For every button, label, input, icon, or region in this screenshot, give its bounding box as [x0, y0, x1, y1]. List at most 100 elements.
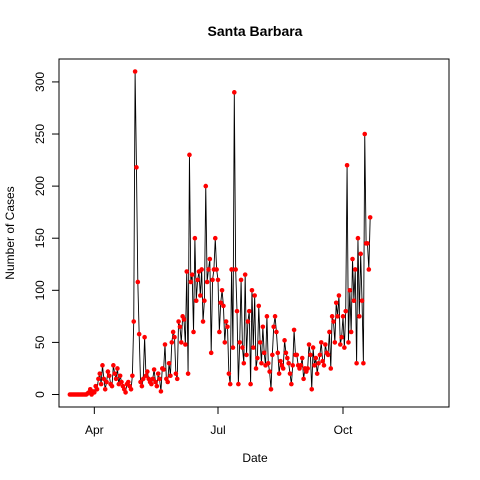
- data-point: [295, 353, 300, 358]
- data-point: [244, 353, 249, 358]
- data-point: [187, 153, 192, 158]
- data-point: [163, 342, 168, 347]
- data-point: [326, 353, 331, 358]
- y-axis-label: Number of Cases: [3, 186, 17, 279]
- data-point: [335, 314, 340, 319]
- data-point: [208, 257, 213, 262]
- data-point: [315, 371, 320, 376]
- data-point: [137, 332, 142, 337]
- y-tick-label: 250: [33, 124, 47, 144]
- data-point: [292, 328, 297, 333]
- data-point: [266, 361, 271, 366]
- data-point: [299, 363, 304, 368]
- data-point: [322, 363, 327, 368]
- data-point: [319, 340, 324, 345]
- data-point: [252, 293, 257, 298]
- data-point: [210, 278, 215, 283]
- data-point: [285, 356, 290, 361]
- data-point: [323, 342, 328, 347]
- x-tick-label: Oct: [334, 423, 353, 437]
- data-point: [316, 361, 321, 366]
- data-point: [367, 267, 372, 272]
- data-point: [311, 345, 316, 350]
- data-point: [126, 380, 131, 385]
- data-point: [255, 356, 260, 361]
- data-point: [167, 361, 172, 366]
- data-point: [267, 369, 272, 374]
- data-point: [193, 236, 198, 241]
- data-point: [95, 387, 100, 392]
- data-point: [209, 351, 214, 356]
- data-point: [225, 324, 230, 329]
- data-point: [339, 335, 344, 340]
- data-point: [365, 241, 370, 246]
- data-point: [248, 382, 253, 387]
- y-tick-label: 100: [33, 280, 47, 300]
- data-point: [342, 345, 347, 350]
- data-point: [328, 366, 333, 371]
- data-point: [320, 359, 325, 364]
- data-point: [202, 298, 207, 303]
- data-point: [136, 280, 141, 285]
- data-point: [184, 269, 189, 274]
- data-point: [352, 298, 357, 303]
- plot-frame: [59, 59, 449, 407]
- x-axis-label: Date: [242, 451, 268, 465]
- data-point: [232, 90, 237, 95]
- data-point: [239, 278, 244, 283]
- data-point: [242, 361, 247, 366]
- data-point: [288, 371, 293, 376]
- data-point: [205, 280, 210, 285]
- x-tick-label: Jul: [210, 423, 225, 437]
- data-point: [246, 319, 251, 324]
- data-point: [269, 387, 274, 392]
- data-point: [368, 215, 373, 220]
- data-point: [361, 361, 366, 366]
- data-point: [348, 288, 353, 293]
- data-point: [198, 293, 203, 298]
- data-point: [354, 361, 359, 366]
- chart-title: Santa Barbara: [208, 23, 303, 39]
- data-point: [130, 373, 135, 378]
- data-point: [290, 363, 295, 368]
- data-point: [261, 324, 266, 329]
- data-point: [140, 384, 145, 389]
- data-point: [345, 163, 350, 168]
- data-point: [134, 165, 139, 170]
- data-point: [247, 309, 252, 314]
- x-tick-label: Apr: [85, 423, 104, 437]
- data-point: [155, 384, 160, 389]
- data-point: [201, 319, 206, 324]
- data-point: [353, 267, 358, 272]
- data-point: [301, 377, 306, 382]
- data-point: [191, 330, 196, 335]
- data-point: [277, 371, 282, 376]
- series-layer: [68, 69, 373, 397]
- data-point: [178, 324, 183, 329]
- data-point: [149, 382, 154, 387]
- data-point: [256, 304, 261, 309]
- data-point: [337, 293, 342, 298]
- data-point: [333, 340, 338, 345]
- data-point: [243, 272, 248, 277]
- data-point: [338, 342, 343, 347]
- data-point: [258, 340, 263, 345]
- data-point: [107, 373, 112, 378]
- data-point: [195, 278, 200, 283]
- data-point: [217, 330, 222, 335]
- data-point: [206, 267, 211, 272]
- data-point: [286, 361, 291, 366]
- data-point: [262, 351, 267, 356]
- data-point: [182, 317, 187, 322]
- data-point: [275, 351, 280, 356]
- x-axis: Apr Jul Oct: [85, 407, 353, 437]
- data-point: [99, 382, 104, 387]
- data-point: [231, 345, 236, 350]
- data-point: [281, 366, 286, 371]
- data-point: [190, 272, 195, 277]
- data-point: [265, 314, 270, 319]
- data-point: [274, 330, 279, 335]
- data-point: [308, 353, 313, 358]
- data-point: [357, 314, 362, 319]
